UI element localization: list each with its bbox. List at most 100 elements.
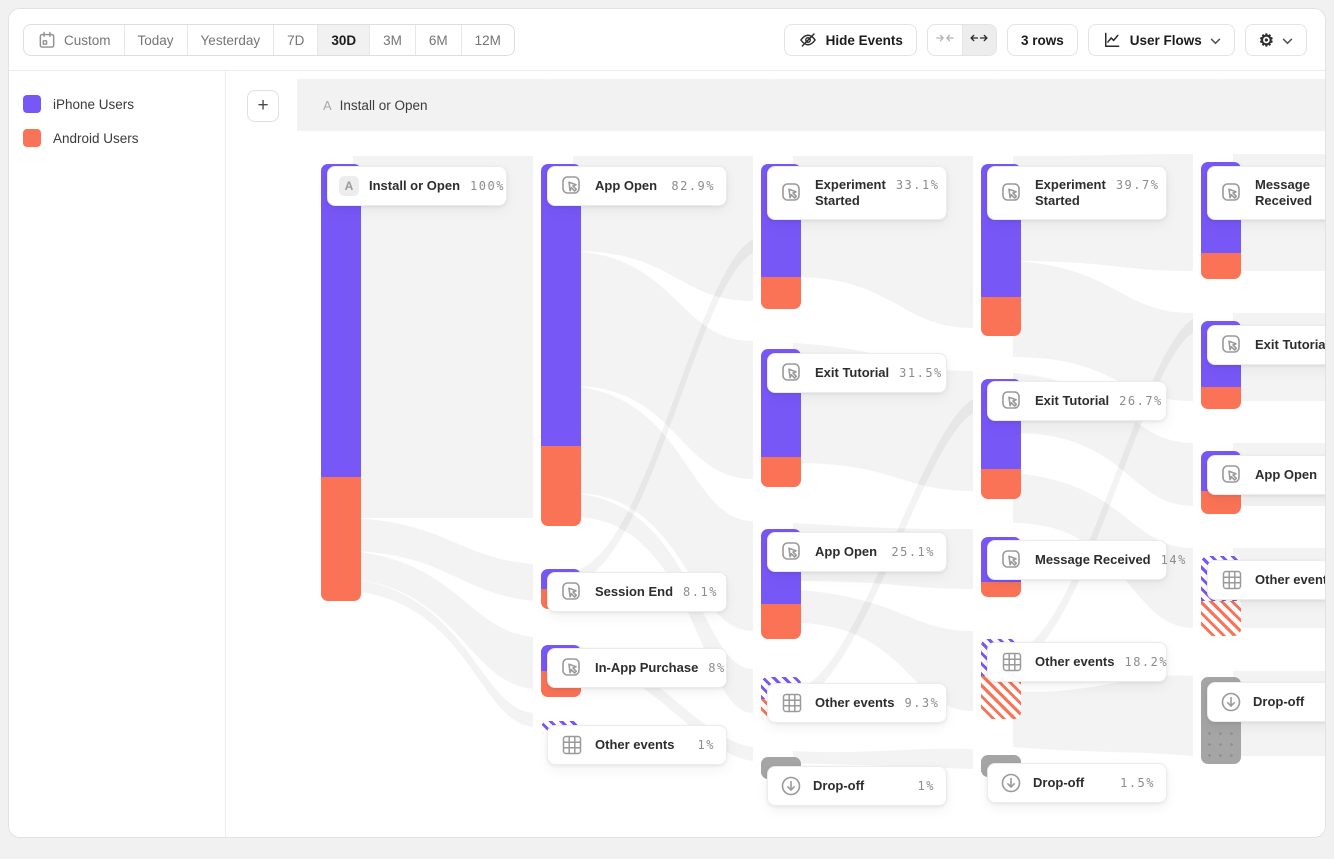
bar-segment [1201,387,1241,409]
settings-menu-button[interactable]: ⚙ [1244,24,1307,56]
flow-node-card-other-events[interactable]: Other events 9.3% [767,683,947,723]
date-range-label: Today [137,32,174,48]
event-icon [1219,180,1245,206]
toolbar-right: Hide Events [783,24,1307,56]
event-icon [779,539,805,565]
flow-node-card-session-end[interactable]: Session End 8.1% [547,572,727,612]
view-label: User Flows [1129,32,1202,48]
chevron-down-icon [1210,33,1221,48]
node-percentage: 1% [917,779,935,793]
flow-node-card-exit-tutorial[interactable]: Exit Tutorial [1207,325,1325,365]
collapse-columns-button[interactable] [928,25,962,55]
node-title: Other events [815,694,895,710]
flow-node-card-other-events[interactable]: Other events [1207,560,1325,600]
step-segment-2[interactable] [547,79,796,131]
date-range-label: 3M [383,32,402,48]
date-range-6m[interactable]: 6M [416,25,462,55]
node-title: In-App Purchase [595,659,699,675]
node-percentage: 39.7% [1115,178,1160,192]
flow-node-card-other-events[interactable]: Other events 1% [547,725,727,765]
node-percentage: 25.1% [891,545,935,559]
event-icon [999,547,1025,573]
node-title: Drop-off [1033,774,1085,790]
rows-button[interactable]: 3 rows [1006,24,1078,56]
node-percentage: 9.3% [904,696,940,710]
date-range-12m[interactable]: 12M [462,25,514,55]
step-label: A Install or Open [297,98,427,113]
collapse-expand-control [926,24,997,56]
date-range-today[interactable]: Today [125,25,188,55]
node-title: Install or Open [369,177,461,193]
flow-node-card-in-app-purchase[interactable]: In-App Purchase 8% [547,648,727,688]
node-title: App Open [1255,466,1318,482]
add-step-button[interactable]: + [247,90,279,122]
legend-item[interactable]: iPhone Users [23,95,225,113]
flow-node-card-app-open[interactable]: App Open [1207,455,1325,495]
flow-node-card-experiment-started[interactable]: Experiment Started 39.7% [987,166,1167,220]
flow-node-card-drop-off[interactable]: Drop-off 1.5% [987,763,1167,803]
date-range-3m[interactable]: 3M [370,25,416,55]
chevron-down-icon [1282,33,1293,48]
event-icon [779,360,805,386]
flow-node-card-experiment-started[interactable]: Experiment Started 33.1% [767,166,947,220]
event-icon [1219,462,1245,488]
node-title: Message Received [1255,176,1313,208]
legend-swatch [23,95,41,113]
calendar-icon [37,30,57,50]
date-range-label: 7D [287,32,305,48]
bar-segment [1201,601,1241,636]
arrows-in-icon [936,31,954,50]
flow-node-card-drop-off[interactable]: Drop-off 1% [767,766,947,806]
node-title: Session End [595,583,674,599]
hide-events-button[interactable]: Hide Events [783,24,917,56]
legend-item[interactable]: Android Users [23,129,225,147]
legend-swatch [23,129,41,147]
node-percentage: 33.1% [895,178,940,192]
step-segment-4[interactable] [997,79,1246,131]
date-range-custom[interactable]: Custom [24,25,125,55]
flow-node-card-app-open[interactable]: App Open 25.1% [767,532,947,572]
date-range-label: 12M [474,32,501,48]
event-icon [999,388,1025,414]
flow-node-card-other-events[interactable]: Other events 18.2% [987,642,1167,682]
date-range-label: Custom [64,32,111,48]
node-title: Exit Tutorial [1035,392,1110,408]
node-percentage: 1.5% [1120,776,1155,790]
date-range-label: 30D [331,32,357,48]
view-selector[interactable]: User Flows [1087,24,1235,56]
toolbar: Custom Today Yesterday 7D 30D 3M 6M 12M Hide Ev… [9,9,1325,71]
bar-segment [541,164,581,446]
node-percentage: 1% [697,738,715,752]
legend-list: iPhone Users Android Users [9,95,225,147]
step-letter-badge: A [339,176,359,196]
expand-columns-button[interactable] [961,25,996,55]
date-range-30d[interactable]: 30D [318,25,371,55]
flow-node-card-message-received[interactable]: Message Received [1207,166,1325,220]
flow-node-card-message-received[interactable]: Message Received 14% [987,540,1185,580]
date-range-7d[interactable]: 7D [274,25,319,55]
legend-sidebar: iPhone Users Android Users [9,71,226,837]
sankey-chart: A Install or Open 100% App Open 82.9% Session… [297,131,1325,837]
bar-segment [321,164,361,477]
event-icon [559,655,585,681]
node-title: Other events [595,736,675,752]
event-icon [559,579,585,605]
node-title: Message Received [1035,551,1151,567]
flow-node-card-drop-off[interactable]: Drop-off [1207,682,1325,722]
step-segment-3[interactable] [772,79,1021,131]
bar-segment [761,277,801,309]
bar-segment [981,469,1021,499]
date-range-yesterday[interactable]: Yesterday [188,25,275,55]
flow-node-card-app-open[interactable]: App Open 82.9% [547,166,727,206]
node-title: Experiment Started [1035,176,1106,208]
step-segment-1[interactable]: A Install or Open [297,79,571,131]
flow-bar-app-open[interactable] [541,164,581,526]
flow-node-card-exit-tutorial[interactable]: Exit Tutorial 31.5% [767,353,947,393]
flow-node-card-install-or-open[interactable]: A Install or Open 100% [327,166,507,206]
node-percentage: 100% [470,179,505,193]
event-icon [779,180,805,206]
node-percentage: 18.2% [1124,655,1169,669]
other-events-icon [999,649,1025,675]
flow-bar-install-or-open[interactable] [321,164,361,601]
flow-node-card-exit-tutorial[interactable]: Exit Tutorial 26.7% [987,381,1167,421]
